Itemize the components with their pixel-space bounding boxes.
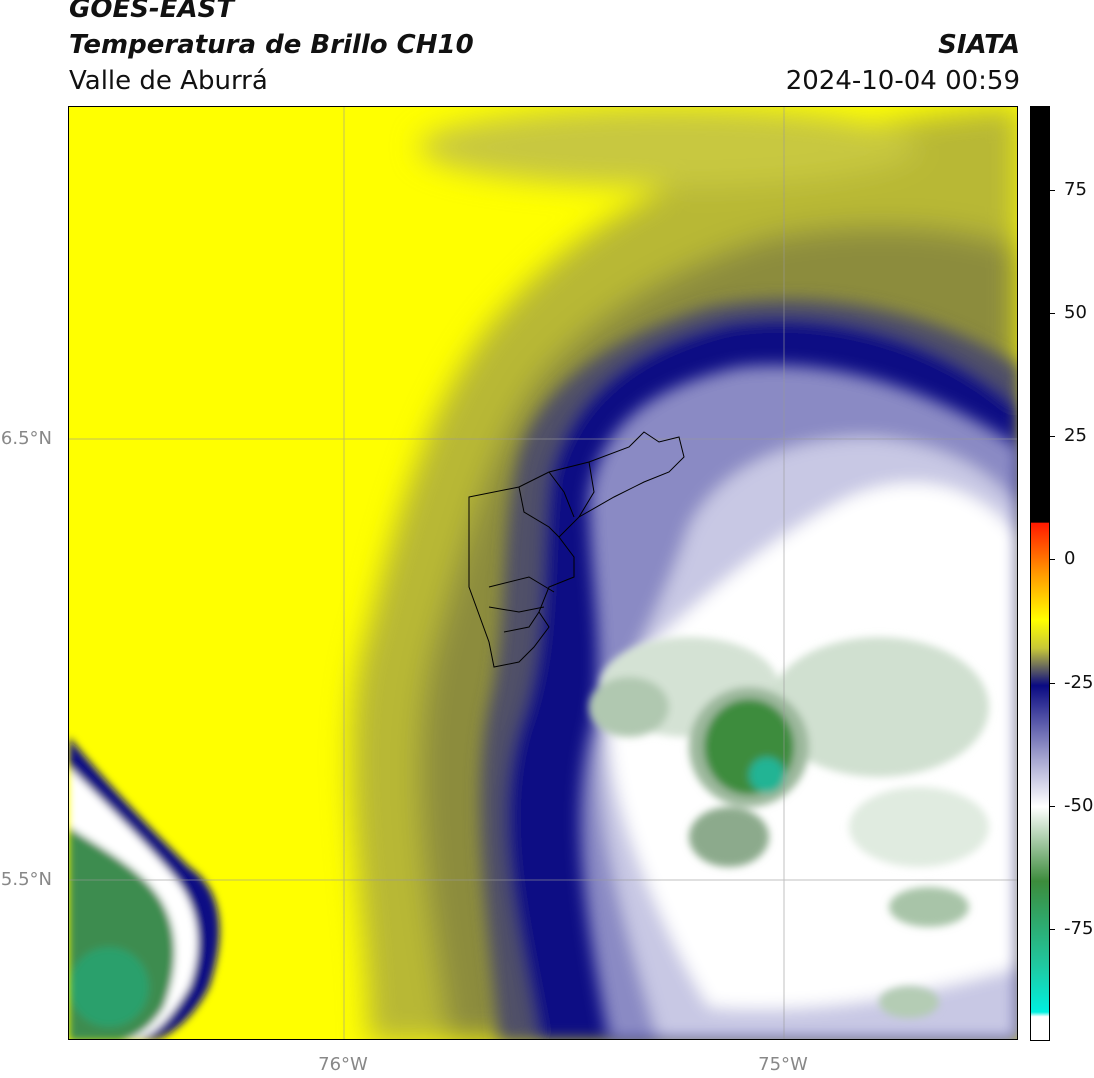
colorbar-tick: [1049, 436, 1055, 437]
colorbar-tick: [1049, 683, 1055, 684]
colorbar-label-0: 0: [1064, 548, 1076, 569]
title-line-2: Temperatura de Brillo CH10: [69, 30, 474, 60]
colorbar-tick: [1049, 559, 1055, 560]
municipal-boundaries: [468, 431, 685, 668]
lat-label-6-5n: 6.5°N: [0, 428, 52, 449]
temperature-colorbar: [1030, 106, 1050, 1041]
cold-cloud-tops: [589, 637, 989, 1018]
colorbar-tick: [1049, 313, 1055, 314]
colorbar-label-75: 75: [1064, 179, 1087, 200]
colorbar-label-minus50: -50: [1064, 795, 1094, 816]
lon-label-76w: 76°W: [318, 1054, 368, 1075]
colorbar-label-minus25: -25: [1064, 672, 1094, 693]
grid-lines: [69, 107, 1017, 1039]
colorbar-label-25: 25: [1064, 425, 1087, 446]
colorbar-label-minus75: -75: [1064, 918, 1094, 939]
southwest-cloud: [69, 737, 220, 1039]
colorbar-tick: [1049, 929, 1055, 930]
brightness-temperature-map[interactable]: [68, 106, 1018, 1040]
map-canvas: [69, 107, 1017, 1039]
region-subtitle: Valle de Aburrá: [69, 66, 268, 96]
timestamp-label: 2024-10-04 00:59: [785, 66, 1020, 96]
lon-label-75w: 75°W: [758, 1054, 808, 1075]
colorbar-tick: [1049, 190, 1055, 191]
title-line-1: GOES-EAST: [69, 0, 235, 24]
colorbar-label-50: 50: [1064, 302, 1087, 323]
lat-label-5-5n: 5.5°N: [0, 869, 52, 890]
colorbar-tick: [1049, 806, 1055, 807]
organization-label: SIATA: [938, 30, 1020, 60]
